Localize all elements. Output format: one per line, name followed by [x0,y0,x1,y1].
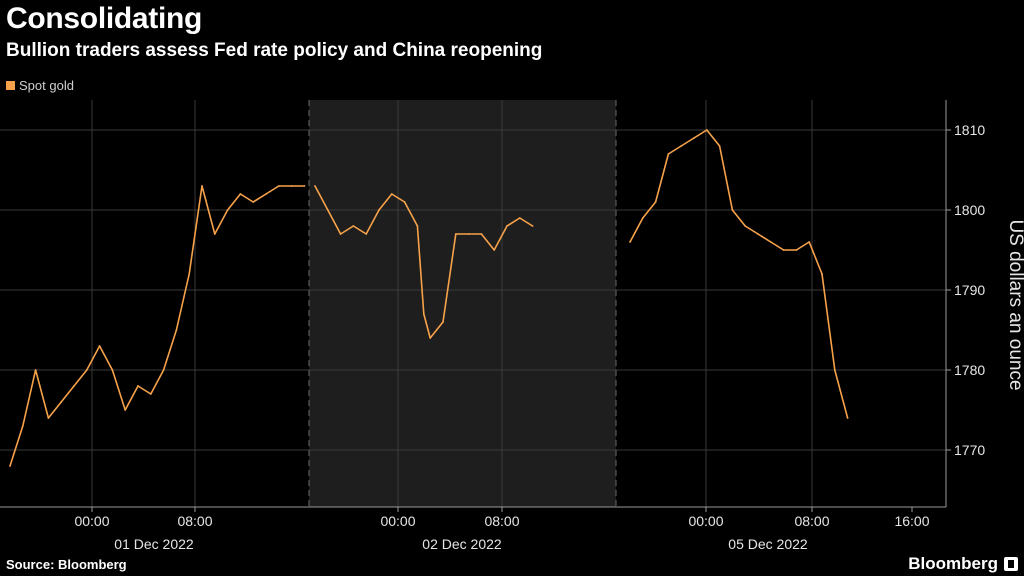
data-point [442,321,444,323]
y-tick-label: 1790 [954,282,985,298]
data-point [403,201,406,203]
series-layer [9,129,849,467]
data-point [744,225,747,227]
data-point [808,241,811,243]
data-point [213,233,216,235]
data-point [85,369,88,371]
brand-name: Bloomberg [908,554,998,573]
y-tick-label: 1800 [954,202,985,218]
data-point [518,217,521,219]
data-point [252,201,255,203]
brand-mark-icon [1004,557,1018,571]
data-point [795,249,798,251]
x-tick-label: 16:00 [894,513,929,529]
y-axis-label: US dollars an ounce [1005,219,1024,390]
date-label: 05 Dec 2022 [728,536,808,552]
data-point [782,249,785,251]
data-point [705,129,708,131]
data-point [73,385,75,387]
series-line-spot-gold [629,129,849,419]
y-tick-label: 1770 [954,442,985,458]
series-line-spot-gold [9,185,305,467]
data-point [137,385,139,387]
data-point [98,345,101,347]
data-point [422,313,425,315]
date-label: 02 Dec 2022 [422,536,502,552]
data-point [846,417,849,419]
y-tick-label: 1780 [954,362,985,378]
data-point [769,241,772,243]
data-point [454,233,457,235]
legend-label: Spot gold [19,78,74,93]
data-point [667,153,670,155]
data-point [506,225,508,227]
data-point [162,369,165,371]
data-point [175,329,178,331]
data-point [531,225,534,227]
y-tick-labels: 1770 1780 1790 1800 1810 [946,122,985,458]
data-point [680,145,683,147]
data-point [277,185,280,187]
data-point [378,209,380,211]
data-point [9,465,11,467]
chart-subtitle: Bullion traders assess Fed rate policy a… [6,40,543,61]
x-tick-label: 08:00 [177,513,212,529]
legend-swatch [6,81,15,90]
x-tick-label: 08:00 [484,513,519,529]
data-point [731,209,734,211]
date-label: 01 Dec 2022 [114,536,194,552]
data-point [34,369,37,371]
data-point [265,193,267,195]
grid [0,100,946,507]
data-point [821,273,823,275]
y-tick-label: 1810 [954,122,985,138]
data-point [493,249,496,251]
data-point [226,209,229,211]
data-point [21,425,24,427]
brand-logo: Bloomberg [908,554,1018,574]
data-point [149,393,152,395]
data-point [480,233,483,235]
source-note: Source: Bloomberg [6,557,127,572]
data-point [314,185,316,187]
data-point [60,401,63,403]
date-labels: 01 Dec 2022 02 Dec 2022 05 Dec 2022 [114,536,808,552]
x-tick-labels: 00:00 08:00 00:00 08:00 00:00 08:00 16:00 [74,507,930,529]
data-point [339,233,342,235]
data-point [188,273,191,275]
data-point [429,337,432,339]
data-point [833,369,836,371]
data-point [757,233,759,235]
data-point [467,233,470,235]
data-point [47,417,50,419]
data-point [352,225,355,227]
data-point [303,185,306,187]
data-point [718,145,721,147]
x-tick-label: 00:00 [688,513,723,529]
data-point [239,193,242,195]
data-point [201,185,203,187]
data-point [365,233,368,235]
data-point [290,185,293,187]
data-point [111,369,114,371]
shaded-session-02-dec [309,100,616,507]
x-tick-label: 08:00 [794,513,829,529]
data-point [629,241,631,243]
data-point [390,193,393,195]
chart-title: Consolidating [6,2,203,35]
data-point [124,409,127,411]
x-tick-label: 00:00 [74,513,109,529]
data-point [654,201,657,203]
data-point [641,217,644,219]
legend: Spot gold [6,78,74,93]
data-point [693,137,695,139]
data-point [416,225,419,227]
data-point [326,209,329,211]
x-tick-label: 00:00 [380,513,415,529]
